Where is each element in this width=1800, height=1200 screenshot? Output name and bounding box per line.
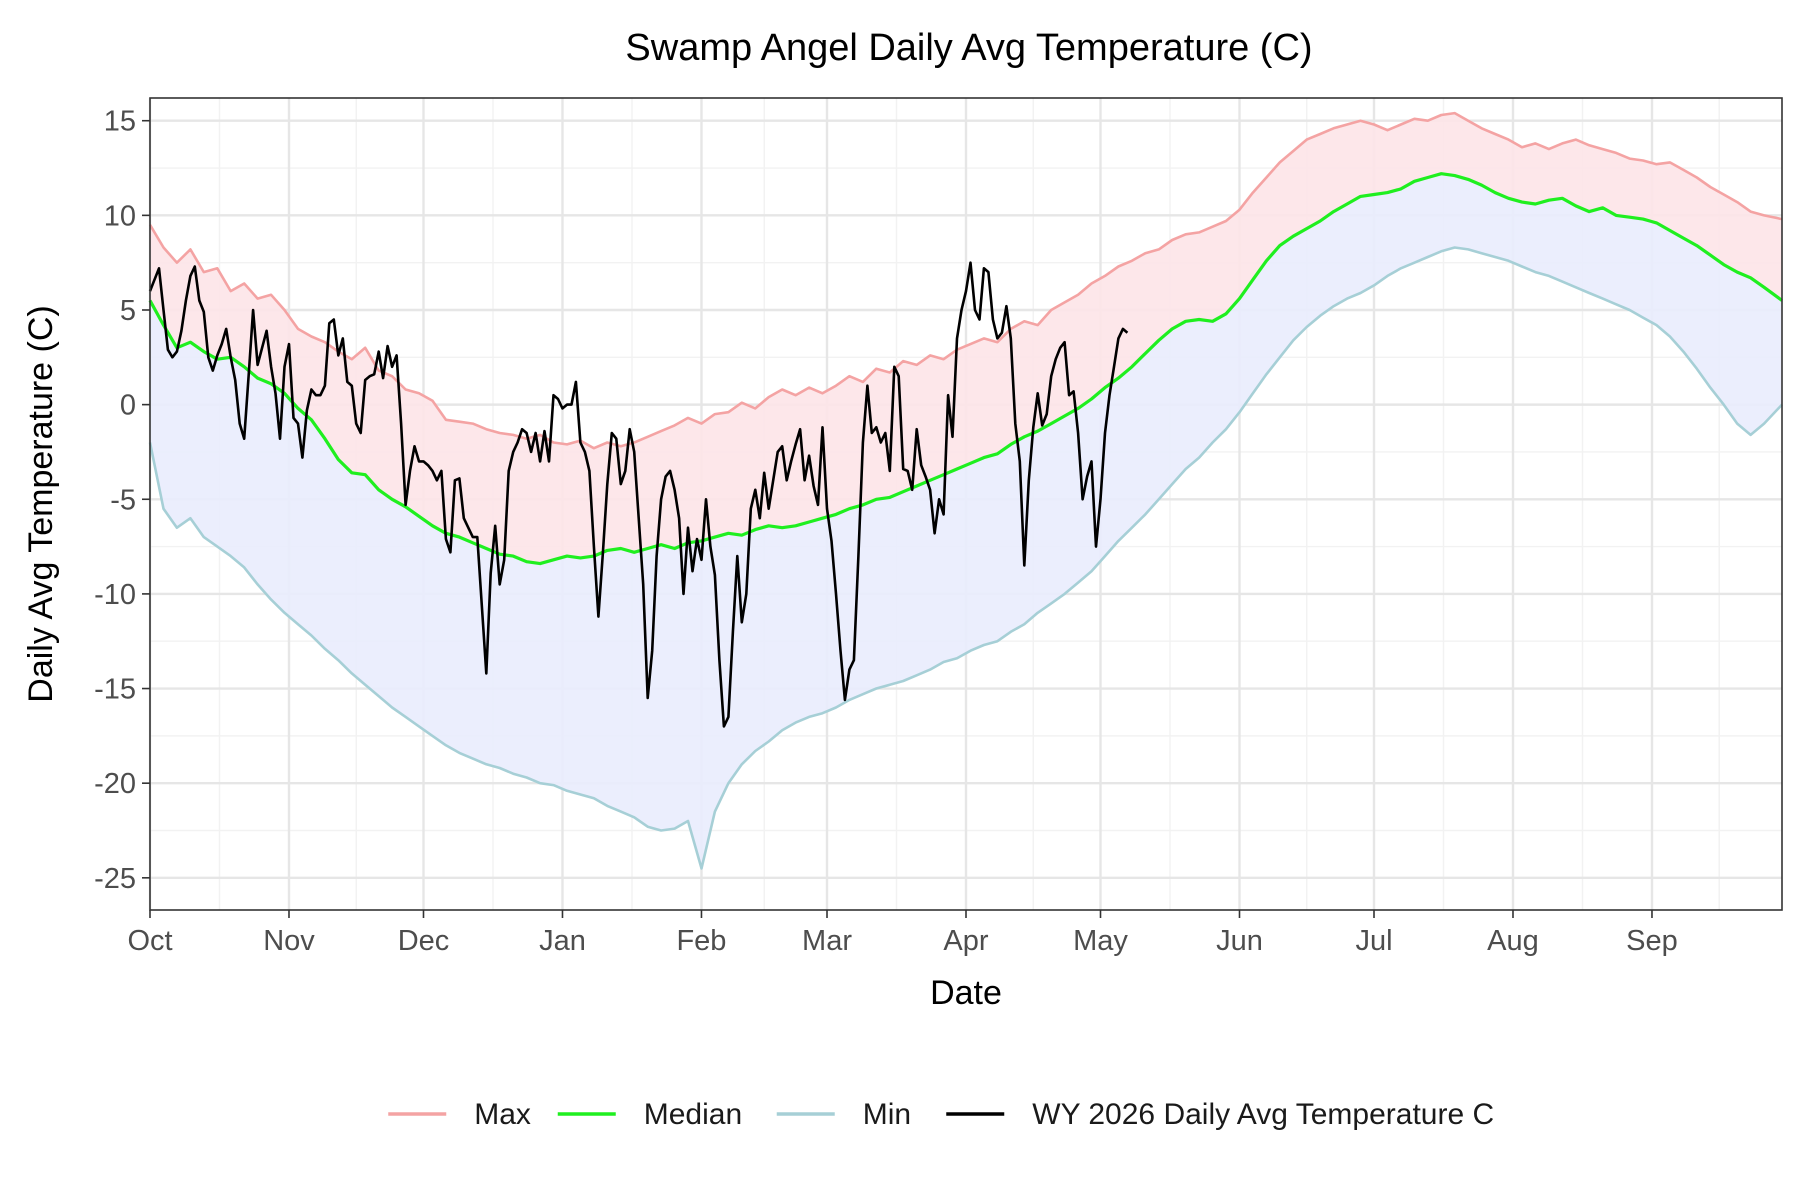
chart-title: Swamp Angel Daily Avg Temperature (C) bbox=[625, 27, 1312, 69]
y-tick-label: -15 bbox=[94, 674, 136, 706]
x-axis: Oct Nov Dec Jan Feb Mar Apr May Jun Jul Aug Sep bbox=[127, 910, 1678, 957]
x-tick-label: May bbox=[1073, 925, 1128, 957]
series-line-wy-2026-daily-avg-temperature-c bbox=[148, 261, 1129, 728]
legend-label-max: Max bbox=[474, 1098, 531, 1131]
legend-label-wy-2026-daily-avg-temperature-c: WY 2026 Daily Avg Temperature C bbox=[1032, 1098, 1494, 1131]
y-tick-label: -5 bbox=[110, 484, 136, 516]
y-tick-label: -25 bbox=[94, 863, 136, 895]
series-line-median bbox=[148, 172, 1783, 566]
y-axis-title: Daily Avg Temperature (C) bbox=[22, 305, 60, 702]
y-tick-label: 5 bbox=[120, 295, 136, 327]
x-tick-label: Jan bbox=[539, 925, 586, 957]
x-tick-label: Mar bbox=[802, 925, 852, 957]
x-tick-label: Nov bbox=[263, 925, 315, 957]
y-axis: 15 10 5 0 -5 -10 -15 -20 -25 bbox=[94, 106, 150, 895]
y-tick-label: -20 bbox=[94, 768, 136, 800]
x-tick-label: Jun bbox=[1216, 925, 1263, 957]
legend-label-min: Min bbox=[863, 1098, 911, 1131]
y-tick-label: 10 bbox=[104, 200, 136, 232]
band-median-max bbox=[150, 113, 1782, 564]
x-tick-label: Oct bbox=[127, 925, 172, 957]
x-tick-label: Sep bbox=[1626, 925, 1678, 957]
x-tick-label: Aug bbox=[1487, 925, 1539, 957]
series-line-max bbox=[148, 111, 1783, 450]
series-lines bbox=[148, 111, 1783, 870]
legend: Max Median Min WY 2026 Daily Avg Temperatur… bbox=[388, 1098, 1494, 1131]
x-tick-label: Feb bbox=[676, 925, 726, 957]
y-tick-label: 0 bbox=[120, 390, 136, 422]
series-line-min bbox=[148, 246, 1783, 870]
x-tick-label: Dec bbox=[398, 925, 450, 957]
y-tick-label: -10 bbox=[94, 579, 136, 611]
legend-label-median: Median bbox=[644, 1098, 742, 1131]
band-min-median bbox=[150, 173, 1782, 869]
y-tick-label: 15 bbox=[104, 106, 136, 138]
range-bands bbox=[150, 113, 1782, 869]
x-tick-label: Apr bbox=[943, 925, 988, 957]
x-axis-title: Date bbox=[930, 974, 1002, 1012]
x-tick-label: Jul bbox=[1355, 925, 1392, 957]
